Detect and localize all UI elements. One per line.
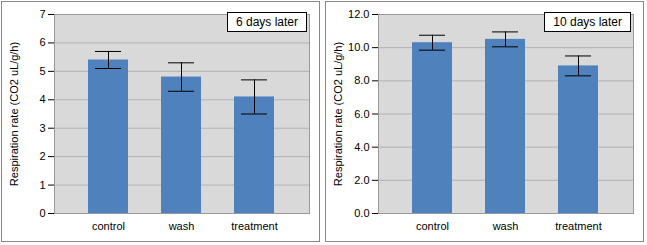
svg-text:1: 1 <box>39 179 45 191</box>
svg-text:0.0: 0.0 <box>354 207 369 219</box>
svg-text:4.0: 4.0 <box>354 141 369 153</box>
svg-text:wash: wash <box>168 220 195 232</box>
svg-text:control: control <box>416 220 449 232</box>
svg-text:5: 5 <box>39 65 45 77</box>
svg-text:Respiration rate (CO2 uL/g/h): Respiration rate (CO2 uL/g/h) <box>332 42 344 186</box>
svg-text:treatment: treatment <box>555 220 601 232</box>
svg-text:wash: wash <box>492 220 519 232</box>
svg-text:10.0: 10.0 <box>348 41 369 53</box>
svg-text:7: 7 <box>39 8 45 20</box>
svg-text:control: control <box>92 220 125 232</box>
svg-text:0: 0 <box>39 207 45 219</box>
svg-text:Respiration rate (CO2 uL/g/h): Respiration rate (CO2 uL/g/h) <box>8 42 20 186</box>
html-text:6 days later: 6 days later <box>236 15 298 29</box>
svg-text:2.0: 2.0 <box>354 174 369 186</box>
html-text:10 days later: 10 days later <box>553 15 622 29</box>
svg-text:6.0: 6.0 <box>354 108 369 120</box>
svg-text:2: 2 <box>39 150 45 162</box>
svg-text:8.0: 8.0 <box>354 74 369 86</box>
svg-text:4: 4 <box>39 93 45 105</box>
svg-text:12.0: 12.0 <box>348 8 369 20</box>
svg-text:6: 6 <box>39 36 45 48</box>
svg-text:treatment: treatment <box>231 220 277 232</box>
svg-text:3: 3 <box>39 122 45 134</box>
